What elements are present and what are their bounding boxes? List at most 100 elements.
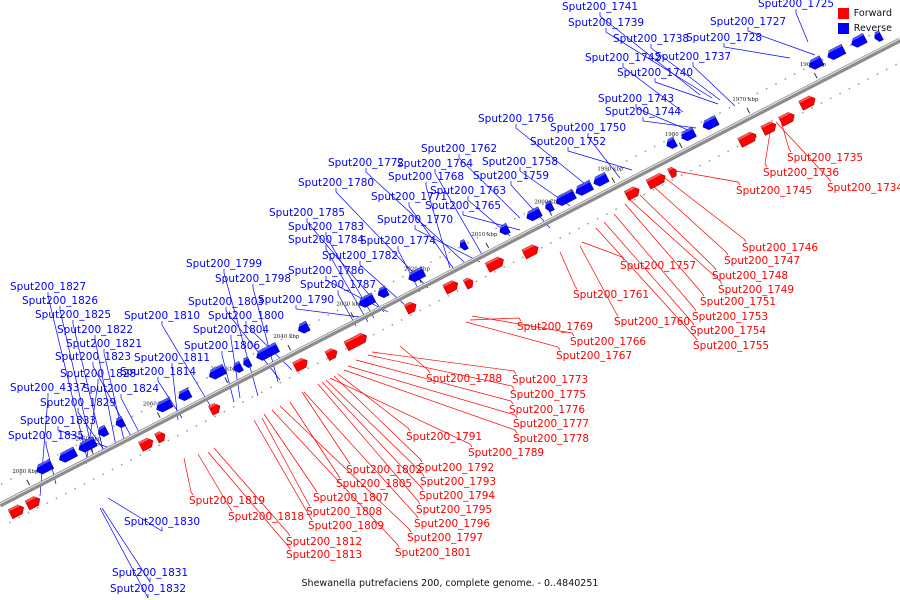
forward-gene-label: Sput200_1805 — [336, 478, 412, 490]
reverse-leader-line — [101, 507, 151, 584]
reverse-gene-label: Sput200_4337 — [10, 382, 86, 394]
reverse-gene-arrow — [543, 200, 555, 212]
forward-leader-line — [775, 121, 832, 183]
reverse-gene-arrow — [406, 266, 427, 283]
forward-gene-label: Sput200_1813 — [286, 549, 362, 561]
reverse-leader-line — [94, 335, 117, 447]
forward-leader-line — [371, 351, 517, 375]
legend-forward-label: Forward — [853, 8, 892, 19]
reverse-gene-label: Sput200_1762 — [421, 143, 497, 155]
forward-leader-line — [559, 251, 578, 290]
reverse-gene-label: Sput200_1768 — [388, 171, 464, 183]
forward-gene-label: Sput200_1777 — [513, 418, 589, 430]
reverse-gene-arrow — [806, 55, 825, 70]
forward-leader-lines — [183, 117, 832, 550]
reverse-gene-label: Sput200_1772 — [328, 157, 404, 169]
forward-gene-labels: Sput200_1735 Sput200_1736 Sput200_1745 Sput… — [189, 152, 900, 561]
reverse-gene-label: Sput200_1737 — [655, 51, 731, 63]
forward-gene-label: Sput200_1795 — [416, 504, 492, 516]
gene-features — [7, 30, 884, 520]
reverse-leader-line — [458, 154, 521, 219]
reverse-gene-arrow — [254, 342, 280, 361]
reverse-gene-arrow — [176, 387, 193, 401]
forward-leader-line — [271, 409, 400, 548]
reverse-leader-line — [692, 62, 736, 107]
forward-leader-line — [579, 245, 619, 317]
reverse-leader-line — [359, 261, 405, 305]
forward-leader-line — [469, 317, 522, 322]
reverse-gene-arrow — [375, 285, 390, 298]
forward-leader-line — [261, 417, 311, 507]
reverse-gene-arrow — [113, 416, 127, 429]
forward-leader-line — [779, 117, 792, 153]
forward-leader-line — [253, 419, 313, 521]
axis-tick — [224, 377, 229, 384]
forward-leader-line — [367, 354, 515, 390]
legend-reverse: Reverse — [837, 21, 892, 36]
reverse-gene-label: Sput200_1803 — [188, 296, 264, 308]
reverse-leader-line — [723, 43, 791, 59]
tick-label: 2010 kbp — [471, 232, 498, 238]
forward-gene-arrow — [798, 94, 816, 111]
reverse-gene-label: Sput200_1780 — [298, 177, 374, 189]
reverse-gene-arrow — [241, 356, 253, 369]
forward-gene-arrow — [138, 436, 154, 452]
tick-label: 1990 kbp — [597, 167, 624, 173]
forward-gene-label: Sput200_1747 — [724, 255, 800, 267]
reverse-leader-line — [567, 147, 633, 171]
reverse-gene-label: Sput200_1790 — [258, 294, 334, 306]
forward-gene-label: Sput200_1767 — [556, 350, 632, 362]
forward-leader-line — [399, 345, 431, 374]
reverse-gene-label: Sput200_1739 — [568, 17, 644, 29]
reverse-gene-label: Sput200_1756 — [478, 113, 554, 125]
reverse-leader-line — [462, 211, 521, 231]
axis-tick — [611, 177, 616, 184]
forward-leader-line — [764, 119, 773, 168]
forward-leader-line — [664, 177, 747, 243]
reverse-gene-label: Sput200_1821 — [66, 338, 142, 350]
forward-gene-label: Sput200_1735 — [787, 152, 863, 164]
reverse-gene-label: Sput200_1799 — [186, 258, 262, 270]
reverse-gene-arrow — [154, 397, 174, 413]
forward-gene-label: Sput200_1802 — [346, 464, 422, 476]
reverse-leader-line — [107, 497, 163, 532]
reverse-gene-label: Sput200_1830 — [124, 516, 200, 528]
reverse-gene-label: Sput200_1804 — [193, 324, 269, 336]
axis-tick — [156, 412, 161, 418]
reverse-leader-line — [92, 362, 133, 439]
reverse-gene-label: Sput200_1763 — [430, 185, 506, 197]
reverse-leader-line — [245, 321, 293, 371]
reverse-gene-label: Sput200_1814 — [120, 366, 196, 378]
reverse-gene-label: Sput200_1800 — [208, 310, 284, 322]
forward-gene-label: Sput200_1808 — [306, 506, 382, 518]
forward-gene-label: Sput200_1761 — [573, 289, 649, 301]
forward-leader-line — [213, 447, 291, 537]
axis-highlight — [0, 38, 900, 505]
reverse-leader-line — [599, 12, 701, 96]
genome-axis — [0, 23, 900, 524]
reverse-gene-label: Sput200_1835 — [8, 430, 84, 442]
forward-gene-label: Sput200_1801 — [395, 547, 471, 559]
reverse-gene-label: Sput200_1771 — [371, 191, 447, 203]
tick-label: 2030 kbp — [336, 302, 363, 308]
tick-label: 1970 kbp — [732, 97, 759, 103]
forward-leader-line — [355, 359, 514, 405]
forward-gene-label: Sput200_1812 — [286, 536, 362, 548]
axis-tick — [350, 312, 355, 319]
forward-gene-label: Sput200_1788 — [426, 373, 502, 385]
reverse-gene-arrow — [356, 292, 377, 308]
reverse-leader-line — [425, 182, 451, 269]
reverse-leader-line — [642, 117, 697, 129]
reverse-leader-line — [587, 133, 621, 179]
reverse-gene-arrow — [524, 206, 543, 222]
reverse-gene-label: Sput200_1833 — [20, 415, 96, 427]
reverse-leader-line — [650, 44, 721, 101]
reverse-gene-label: Sput200_1759 — [473, 170, 549, 182]
reverse-gene-label: Sput200_1828 — [60, 368, 136, 380]
forward-gene-label: Sput200_1789 — [468, 447, 544, 459]
reverse-leader-line — [295, 305, 369, 319]
forward-leader-line — [343, 369, 518, 434]
forward-gene-arrow — [623, 184, 640, 201]
reverse-leader-line — [747, 27, 816, 56]
reverse-leader-line — [654, 78, 719, 105]
